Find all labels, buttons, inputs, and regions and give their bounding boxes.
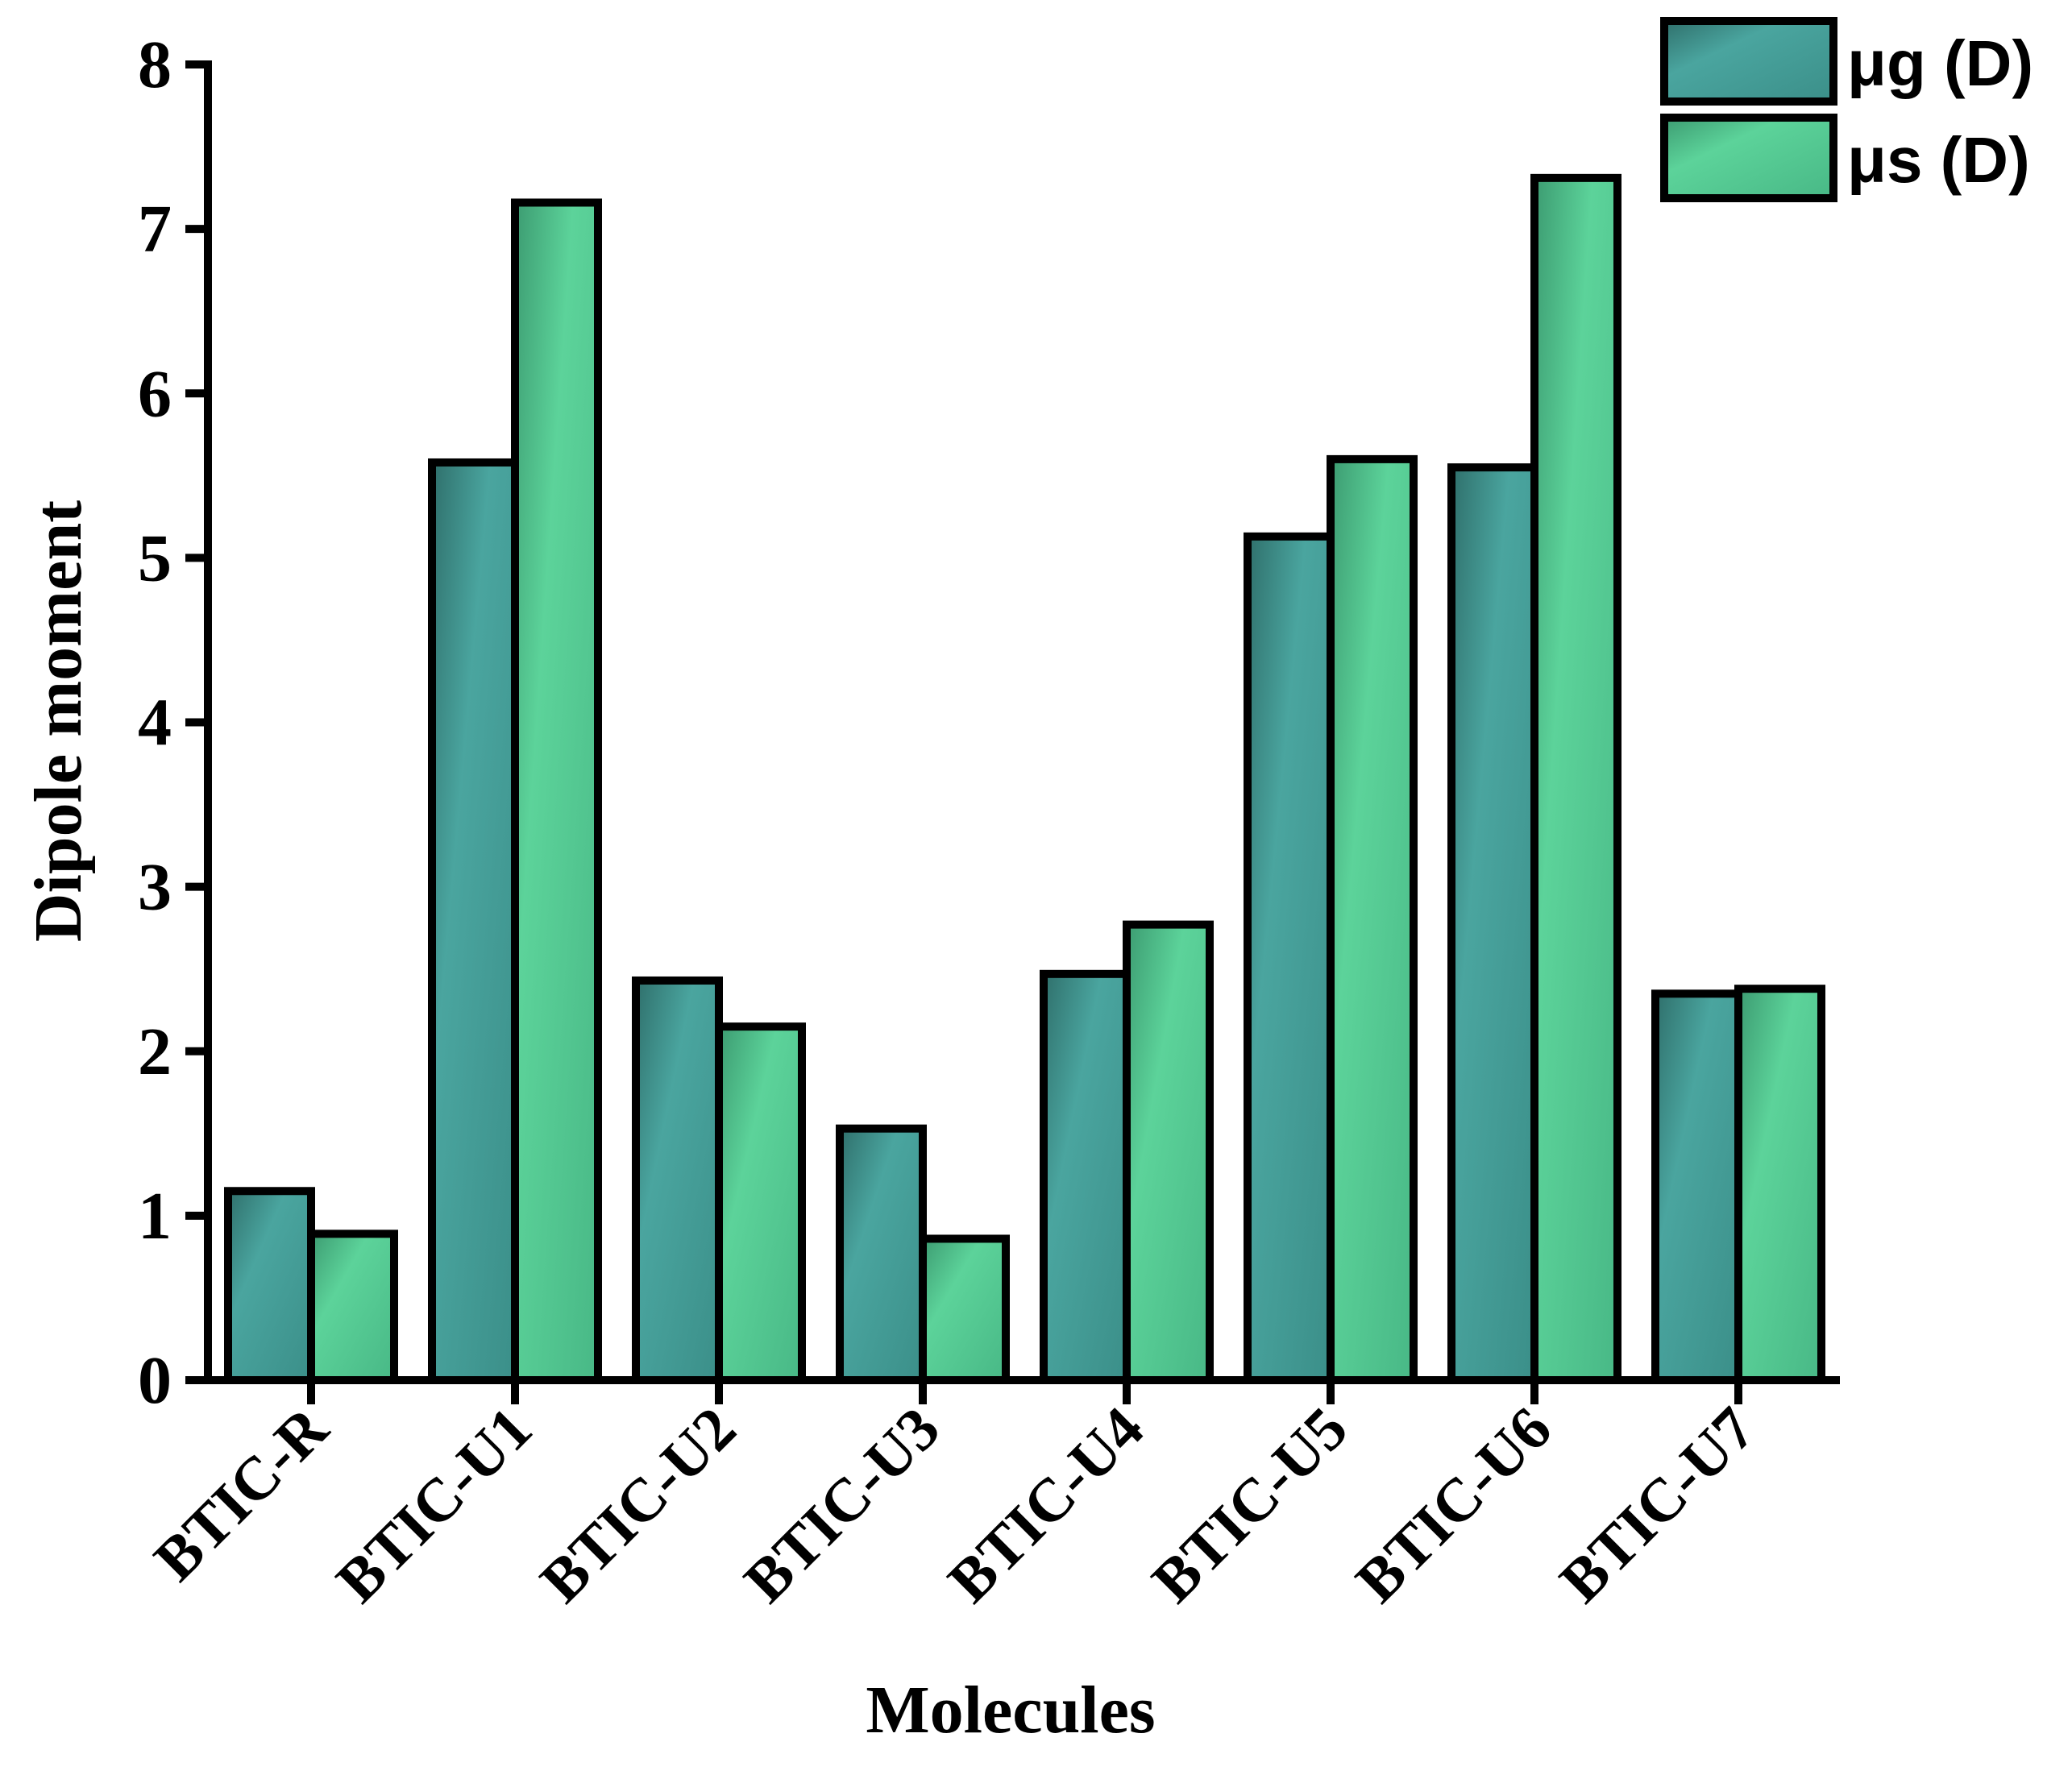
- y-axis-title: Dipole moment: [21, 500, 96, 942]
- y-tick-label-8: 8: [138, 27, 172, 102]
- y-tick-label-4: 4: [138, 686, 172, 761]
- bars-group: [224, 173, 1825, 1385]
- bar-btic-u4-series-1: [1123, 920, 1214, 1384]
- y-tick-label-0: 0: [138, 1343, 172, 1418]
- legend-label-series-0: μg (D): [1847, 27, 2033, 99]
- bar-btic-u7-series-0: [1651, 989, 1742, 1385]
- legend-swatch-series-0: [1660, 17, 1837, 106]
- x-tick-label-btic-u5: BTIC-U5: [1140, 1395, 1360, 1615]
- bar-btic-u1-series-1: [511, 198, 602, 1385]
- bar-btic-u2-series-0: [632, 976, 723, 1384]
- legend-label-series-1: μs (D): [1847, 124, 2030, 196]
- legend-swatch-series-1: [1660, 114, 1837, 202]
- x-tick-label-btic-u1: BTIC-U1: [324, 1395, 545, 1615]
- x-tick-label-btic-u3: BTIC-U3: [732, 1395, 953, 1615]
- x-axis: BTIC-RBTIC-U1BTIC-U2BTIC-U3BTIC-U4BTIC-U…: [142, 1376, 1840, 1615]
- bar-btic-u6-series-0: [1447, 463, 1538, 1385]
- x-tick-label-btic-u4: BTIC-U4: [936, 1395, 1156, 1615]
- x-tick-label-btic-r: BTIC-R: [142, 1394, 342, 1594]
- bar-btic-u3-series-0: [836, 1124, 927, 1384]
- y-tick-label-2: 2: [138, 1014, 172, 1089]
- y-tick-label-3: 3: [138, 850, 172, 925]
- bar-btic-u4-series-0: [1040, 969, 1131, 1385]
- y-tick-label-7: 7: [138, 192, 172, 267]
- bar-btic-u5-series-0: [1244, 532, 1335, 1384]
- x-tick-label-btic-u6: BTIC-U6: [1343, 1395, 1564, 1615]
- x-tick-label-btic-u7: BTIC-U7: [1547, 1395, 1768, 1615]
- y-tick-label-5: 5: [138, 520, 172, 595]
- bar-btic-r-series-0: [224, 1187, 315, 1384]
- y-tick-label-6: 6: [138, 356, 172, 431]
- bar-btic-u7-series-1: [1734, 985, 1825, 1384]
- bar-btic-u2-series-1: [715, 1022, 806, 1384]
- bar-btic-r-series-1: [307, 1230, 398, 1384]
- bar-btic-u5-series-1: [1327, 454, 1418, 1384]
- legend: μg (D) μs (D): [1660, 17, 2033, 202]
- y-tick-label-1: 1: [138, 1179, 172, 1254]
- bar-btic-u3-series-1: [919, 1234, 1010, 1385]
- x-tick-label-btic-u2: BTIC-U2: [528, 1395, 749, 1615]
- bar-btic-u6-series-1: [1530, 173, 1621, 1385]
- x-axis-title: Molecules: [866, 1673, 1155, 1748]
- bar-btic-u1-series-0: [428, 458, 519, 1384]
- y-axis: 0 1 2 3 4 5 6 7 8: [138, 27, 212, 1418]
